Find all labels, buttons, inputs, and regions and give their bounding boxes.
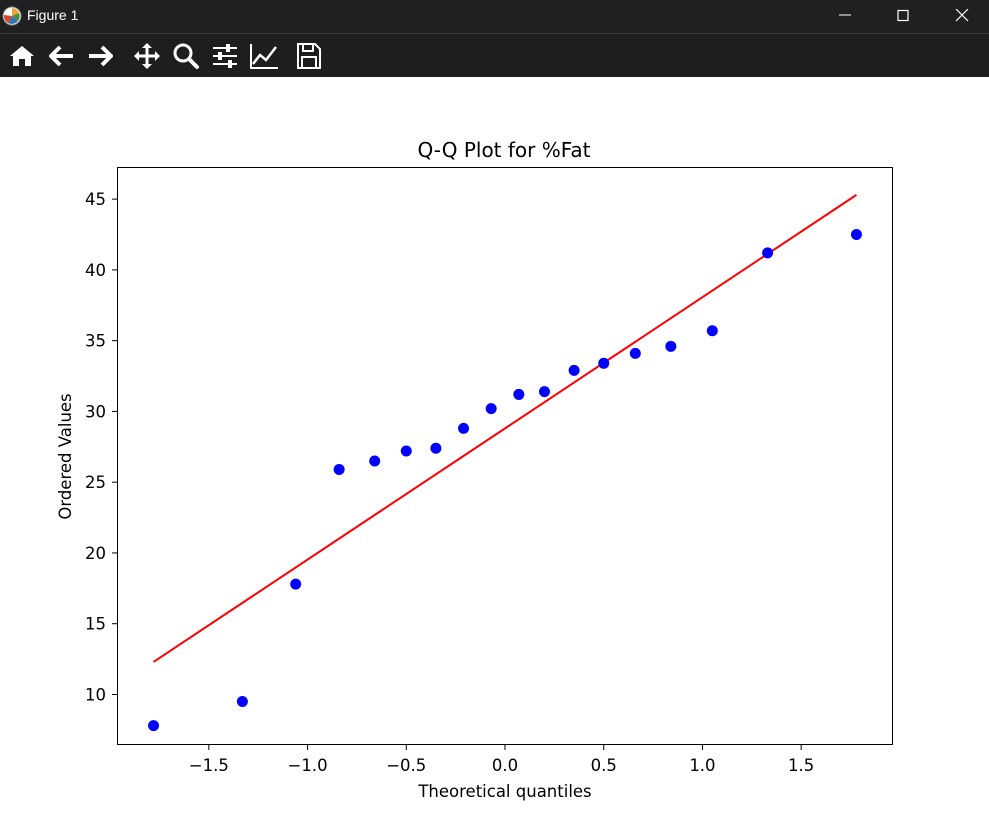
data-point xyxy=(333,463,345,475)
navigation-toolbar xyxy=(0,34,989,77)
minimize-button[interactable] xyxy=(822,0,868,33)
edit-axis-icon xyxy=(250,44,278,69)
x-tick-label: −0.5 xyxy=(386,756,426,775)
data-point xyxy=(485,403,497,415)
minimize-icon xyxy=(839,14,851,16)
matplotlib-app-icon xyxy=(2,6,22,26)
home-icon xyxy=(10,46,34,66)
pan-icon xyxy=(134,43,160,69)
data-point xyxy=(430,442,442,454)
window-title: Figure 1 xyxy=(27,7,79,23)
x-tick-label: −1.5 xyxy=(189,756,229,775)
forward-button[interactable] xyxy=(83,39,117,73)
configure-subplots-icon xyxy=(213,44,237,68)
data-point xyxy=(629,347,641,359)
y-tick-label: 30 xyxy=(85,402,106,421)
window-titlebar: Figure 1 xyxy=(0,0,989,33)
data-point xyxy=(598,357,610,369)
pan-button[interactable] xyxy=(129,39,163,73)
zoom-button[interactable] xyxy=(168,39,202,73)
data-point xyxy=(665,340,677,352)
plot-area-frame xyxy=(117,167,893,745)
y-tick-label: 25 xyxy=(85,473,106,492)
data-point xyxy=(850,229,862,241)
data-point xyxy=(538,386,550,398)
fit-line xyxy=(152,194,858,663)
save-icon xyxy=(297,43,321,69)
titlebar-separator xyxy=(0,33,989,34)
x-tick-label: 0.0 xyxy=(492,756,518,775)
x-tick-label: 0.5 xyxy=(591,756,617,775)
data-point xyxy=(458,422,470,434)
back-icon xyxy=(49,45,73,67)
y-tick-label: 10 xyxy=(85,685,106,704)
maximize-button[interactable] xyxy=(880,0,926,33)
maximize-icon xyxy=(897,9,909,22)
y-tick-label: 40 xyxy=(85,261,106,280)
data-point xyxy=(400,445,412,457)
data-point xyxy=(513,388,525,400)
forward-icon xyxy=(89,45,113,67)
data-point xyxy=(706,325,718,337)
close-button[interactable] xyxy=(939,0,985,33)
data-point xyxy=(762,247,774,259)
chart-title: Q-Q Plot for %Fat xyxy=(417,138,590,162)
configure-subplots-button[interactable] xyxy=(207,39,241,73)
y-tick-label: 35 xyxy=(85,332,106,351)
save-button[interactable] xyxy=(292,39,326,73)
data-point xyxy=(236,696,248,708)
figure-canvas: Q-Q Plot for %Fat Theoretical quantiles … xyxy=(0,77,989,819)
home-button[interactable] xyxy=(5,39,39,73)
zoom-icon xyxy=(173,43,199,69)
x-tick-label: 1.0 xyxy=(689,756,715,775)
close-icon xyxy=(955,9,969,22)
data-point xyxy=(290,578,302,590)
edit-axis-button[interactable] xyxy=(245,39,279,73)
y-axis-label: Ordered Values xyxy=(56,393,75,519)
data-point xyxy=(148,720,160,732)
x-axis-label: Theoretical quantiles xyxy=(417,782,591,801)
y-tick-label: 45 xyxy=(85,190,106,209)
x-tick-label: 1.5 xyxy=(788,756,814,775)
x-tick-label: −1.0 xyxy=(288,756,328,775)
y-tick-label: 15 xyxy=(85,615,106,634)
back-button[interactable] xyxy=(45,39,79,73)
y-tick-label: 20 xyxy=(85,544,106,563)
qq-plot-chart: Q-Q Plot for %Fat Theoretical quantiles … xyxy=(56,138,893,801)
data-point xyxy=(568,364,580,376)
data-point xyxy=(369,455,381,467)
